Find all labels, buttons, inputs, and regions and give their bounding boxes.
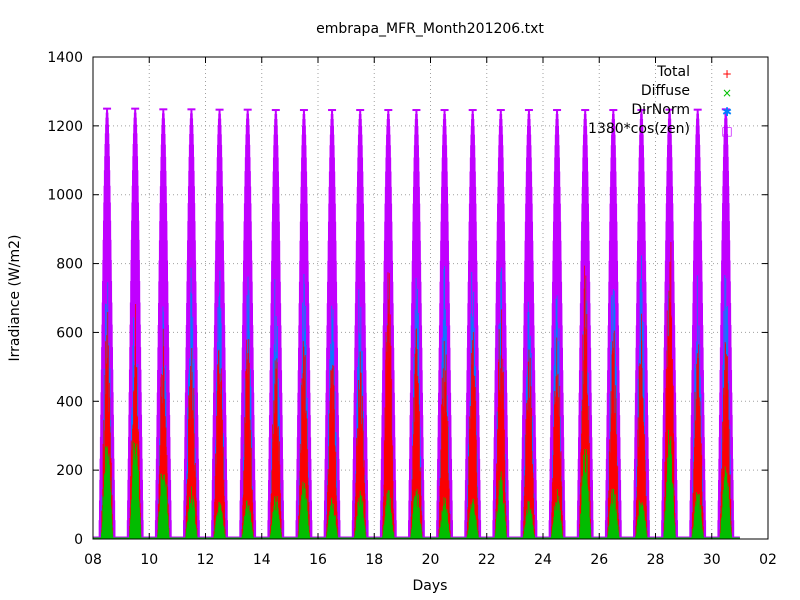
grid-lines [93, 57, 768, 539]
legend-marker: + [722, 67, 732, 81]
y-tick-label: 0 [74, 532, 83, 548]
x-tick-label: 28 [647, 552, 665, 568]
y-tick-label: 400 [56, 394, 83, 410]
x-tick-label: 08 [84, 552, 102, 568]
y-tick-label: 200 [56, 463, 83, 479]
x-axis-label: Days [413, 578, 448, 594]
x-tick-label: 10 [140, 552, 158, 568]
x-tick-label: 12 [197, 552, 215, 568]
legend-label: DirNorm [631, 102, 690, 118]
legend-marker: ✱ [722, 105, 732, 119]
legend-label: Total [656, 64, 690, 80]
x-tick-label: 14 [253, 552, 271, 568]
x-tick-label: 24 [534, 552, 552, 568]
x-tick-label: 30 [703, 552, 721, 568]
y-axis-label: Irradiance (W/m2) [7, 235, 23, 362]
y-tick-label: 800 [56, 257, 83, 273]
legend-label: 1380*cos(zen) [588, 121, 690, 137]
legend-marker: × [722, 86, 732, 100]
data-points [93, 107, 740, 540]
x-tick-label: 16 [309, 552, 327, 568]
legend-marker: □ [721, 124, 732, 138]
x-tick-label: 18 [365, 552, 383, 568]
y-tick-label: 600 [56, 325, 83, 341]
y-tick-label: 1000 [47, 188, 83, 204]
y-tick-label: 1400 [47, 50, 83, 66]
x-tick-label: 26 [590, 552, 608, 568]
y-ticks: 0 200 400 600 800 1000 1200 1400 [47, 50, 768, 548]
legend: Total + Diffuse × DirNorm ✱ 1380*cos(zen) □ [588, 64, 733, 138]
x-ticks: 08 10 12 14 16 18 20 22 24 26 28 30 02 [84, 57, 777, 568]
y-tick-label: 1200 [47, 119, 83, 135]
x-tick-label: 20 [422, 552, 440, 568]
x-tick-label: 22 [478, 552, 496, 568]
x-tick-label: 02 [759, 552, 777, 568]
series-diffuse [93, 429, 740, 539]
legend-label: Diffuse [641, 83, 690, 99]
chart-title: embrapa_MFR_Month201206.txt [316, 21, 544, 37]
